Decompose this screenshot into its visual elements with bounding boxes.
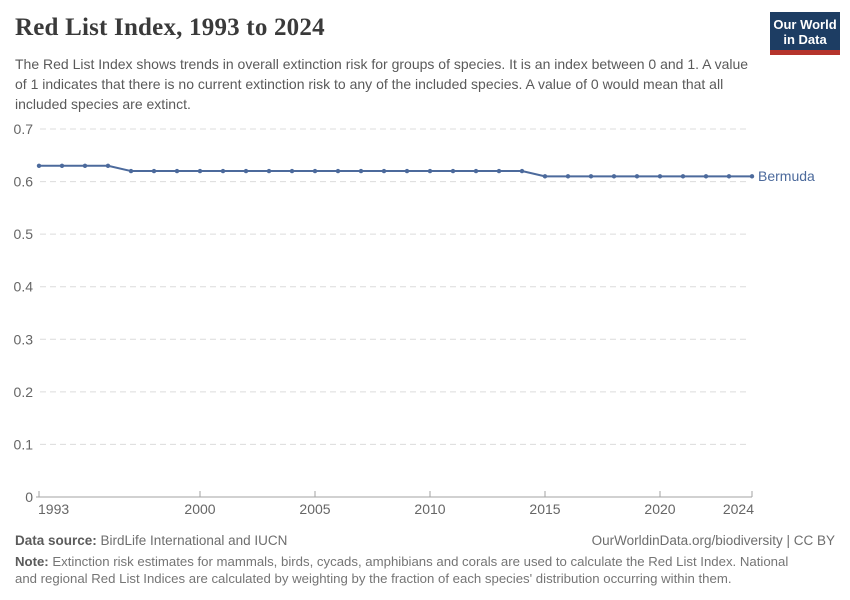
data-point xyxy=(151,168,157,174)
data-source-label: Data source: xyxy=(15,533,97,548)
series-label: Bermuda xyxy=(758,168,815,184)
y-tick-label: 0.7 xyxy=(14,121,34,137)
x-tick-label: 2005 xyxy=(299,501,330,517)
data-point xyxy=(565,174,571,179)
owid-logo: Our World in Data xyxy=(770,12,840,55)
y-tick-label: 0.5 xyxy=(14,226,34,242)
logo-line2: in Data xyxy=(783,32,827,47)
data-point xyxy=(680,174,686,179)
source-row: Data source: BirdLife International and … xyxy=(15,533,835,548)
y-tick-label: 0.4 xyxy=(14,279,34,295)
data-point xyxy=(427,168,433,174)
x-tick-label: 2000 xyxy=(184,501,215,517)
data-point xyxy=(450,168,456,174)
note-text: Extinction risk estimates for mammals, b… xyxy=(15,554,789,586)
data-point xyxy=(358,168,364,174)
y-tick-label: 0.6 xyxy=(14,174,34,190)
data-point xyxy=(312,168,318,174)
data-point xyxy=(128,168,134,174)
data-point xyxy=(381,168,387,174)
data-point xyxy=(749,174,755,179)
y-tick-label: 0.2 xyxy=(14,384,34,400)
data-point xyxy=(243,168,249,174)
data-point xyxy=(289,168,295,174)
logo-line1: Our World xyxy=(773,17,837,32)
data-point xyxy=(588,174,594,179)
x-tick-label: 2024 xyxy=(723,501,754,517)
data-point xyxy=(82,163,88,168)
data-point xyxy=(36,163,42,168)
note-label: Note: xyxy=(15,554,49,569)
data-source: Data source: BirdLife International and … xyxy=(15,533,287,548)
data-point xyxy=(496,168,502,174)
data-source-value: BirdLife International and IUCN xyxy=(96,533,288,548)
chart-note: Note: Extinction risk estimates for mamm… xyxy=(15,554,797,587)
data-point xyxy=(174,168,180,174)
chart-subtitle: The Red List Index shows trends in overa… xyxy=(15,56,749,112)
chart-footer: Data source: BirdLife International and … xyxy=(15,533,835,587)
data-point xyxy=(220,168,226,174)
y-tick-label: 0 xyxy=(25,489,33,505)
data-point xyxy=(542,174,548,179)
y-tick-label: 0.3 xyxy=(14,331,34,347)
trend-line xyxy=(39,164,752,178)
x-tick-label: 1993 xyxy=(38,501,69,517)
data-point xyxy=(335,168,341,174)
data-point xyxy=(634,174,640,179)
data-point xyxy=(519,168,525,174)
data-point xyxy=(59,163,65,168)
line-chart: 0 0.1 0.2 0.3 0.4 0.5 0.6 0.7 1993 2000 2005 2010 20… xyxy=(14,121,815,517)
data-point xyxy=(105,163,111,168)
data-point xyxy=(473,168,479,174)
x-tick-label: 2010 xyxy=(414,501,445,517)
x-tick-label: 2020 xyxy=(644,501,675,517)
y-tick-label: 0.1 xyxy=(14,436,34,452)
data-point xyxy=(611,174,617,179)
page-title: Red List Index, 1993 to 2024 xyxy=(15,14,325,41)
x-tick-label: 2015 xyxy=(529,501,560,517)
data-point xyxy=(266,168,272,174)
data-point xyxy=(703,174,709,179)
data-point xyxy=(726,174,732,179)
data-point xyxy=(197,168,203,174)
data-point xyxy=(657,174,663,179)
rights-link[interactable]: OurWorldinData.org/biodiversity | CC BY xyxy=(591,533,835,548)
data-point xyxy=(404,168,410,174)
